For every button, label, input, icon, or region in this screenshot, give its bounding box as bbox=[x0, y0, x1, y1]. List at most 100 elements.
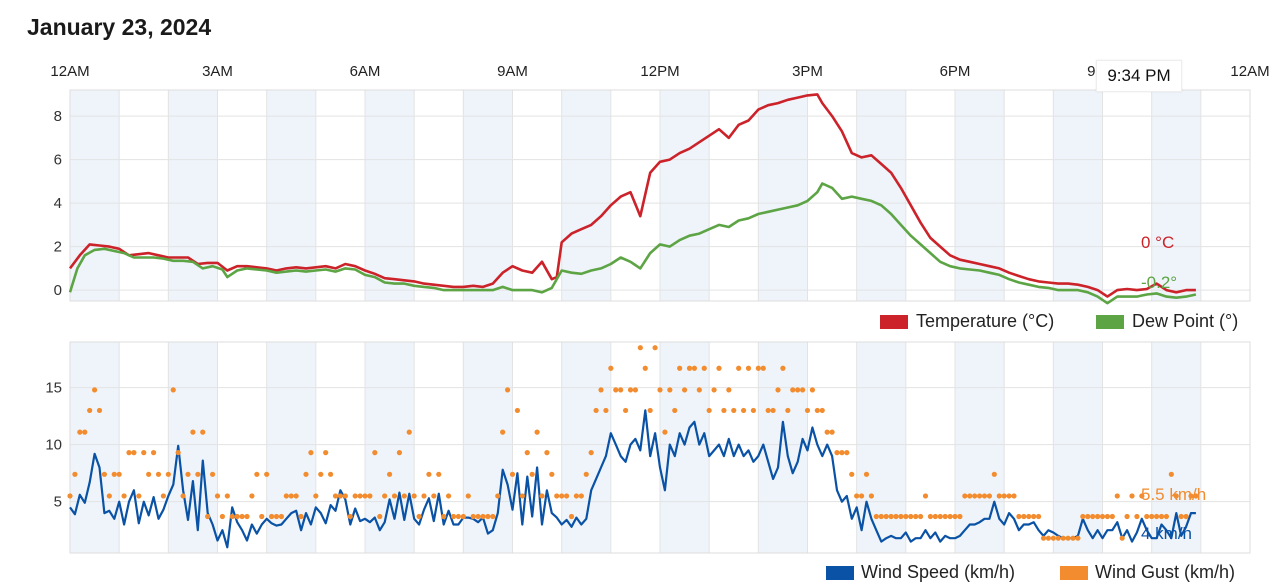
y-axis-ticks: 0 2 4 6 8 5 10 15 bbox=[45, 108, 62, 511]
legend-label: Temperature (°C) bbox=[916, 311, 1054, 331]
wind-gust-point bbox=[701, 365, 707, 371]
wind-gust-point bbox=[303, 471, 309, 477]
wind-gust-point bbox=[337, 493, 344, 499]
wind-gust-point bbox=[588, 450, 594, 456]
wind-gust-point bbox=[1144, 513, 1150, 520]
wind-gust-point bbox=[834, 450, 840, 456]
x-tick-label-8: 12AM bbox=[1230, 63, 1269, 80]
wind-gust-point bbox=[87, 407, 93, 414]
wind-gust-point bbox=[745, 365, 752, 371]
wind-gust-point bbox=[647, 407, 653, 414]
wind-gust-point bbox=[804, 407, 811, 414]
hour-shade bbox=[365, 90, 415, 301]
wind-gust-point bbox=[917, 513, 924, 520]
wind-gust-point bbox=[603, 407, 609, 414]
wind-gust-point bbox=[608, 365, 614, 371]
legend-label: Wind Speed (km/h) bbox=[861, 562, 1015, 582]
legend-item-temperature-c[interactable]: Temperature (°C) bbox=[880, 311, 1054, 331]
wind-gust-point bbox=[799, 387, 806, 393]
wind-gust-point bbox=[106, 493, 112, 499]
wind-gust-point bbox=[1178, 513, 1184, 520]
x-tick-label-5: 3PM bbox=[792, 63, 823, 80]
wind-gust-point bbox=[180, 493, 186, 499]
wind-gust-point bbox=[126, 450, 132, 456]
wind-gust-point bbox=[234, 513, 240, 520]
wind-gust-point bbox=[121, 493, 127, 499]
hour-shade bbox=[955, 342, 1005, 553]
y-tick-label: 15 bbox=[45, 380, 62, 397]
wind-gust-point bbox=[618, 387, 624, 393]
wind-gust-point bbox=[1129, 493, 1135, 499]
hour-shade bbox=[561, 342, 611, 553]
wind-gust-point bbox=[318, 471, 324, 477]
y-tick-label: 10 bbox=[45, 437, 62, 454]
wind-gust-point bbox=[1104, 513, 1111, 520]
wind-gust-point bbox=[160, 493, 167, 499]
wind-gust-point bbox=[490, 513, 496, 520]
wind-gust-point bbox=[622, 407, 629, 414]
wind-gust-point bbox=[662, 429, 668, 435]
x-tick-label-2: 6AM bbox=[350, 63, 381, 80]
wind-gust-point bbox=[598, 387, 604, 393]
wind-gust-point bbox=[72, 471, 78, 477]
wind-gust-point bbox=[455, 513, 462, 520]
wind-gust-point bbox=[642, 365, 648, 371]
wind-gust-point bbox=[898, 513, 904, 520]
wind-gust-point bbox=[470, 513, 476, 520]
wind-gust-point bbox=[795, 387, 801, 393]
wind-gust-point bbox=[239, 513, 245, 520]
wind-gust-point bbox=[863, 471, 870, 477]
legends[interactable]: Temperature (°C) Dew Point (°) Wind Speed … bbox=[826, 311, 1238, 582]
wind-gust-point bbox=[519, 493, 525, 499]
y-tick-label: 0 bbox=[54, 282, 62, 299]
wind-gust-point bbox=[878, 513, 884, 520]
wind-gust-point bbox=[637, 345, 643, 351]
wind-gust-point bbox=[1001, 493, 1007, 499]
wind-gust-point bbox=[495, 493, 501, 499]
legend-item-dew-point[interactable]: Dew Point (°) bbox=[1096, 311, 1238, 331]
legend-item-wind-gust-km-h[interactable]: Wind Gust (km/h) bbox=[1060, 562, 1235, 582]
wind-gust-point bbox=[1193, 493, 1199, 499]
wind-gust-point bbox=[205, 513, 211, 520]
wind-gust-point bbox=[1026, 513, 1032, 520]
wind-gust-point bbox=[342, 493, 348, 499]
wind-gust-point bbox=[996, 493, 1002, 499]
wind-gust-point bbox=[681, 387, 688, 393]
wind-gust-point bbox=[308, 450, 314, 456]
hour-shade bbox=[758, 342, 808, 553]
wind-gust-point bbox=[908, 513, 914, 520]
wind-gust-point bbox=[362, 493, 368, 499]
wind-gust-point bbox=[765, 407, 771, 414]
wind-gust-point bbox=[544, 450, 550, 456]
x-tick-label-1: 3AM bbox=[202, 63, 233, 80]
wind-gust-point bbox=[283, 493, 289, 499]
legend-item-wind-speed-km-h[interactable]: Wind Speed (km/h) bbox=[826, 562, 1015, 582]
wind-gust-point bbox=[706, 407, 712, 414]
wind-gust-point bbox=[770, 407, 776, 414]
wind-gust-point bbox=[913, 513, 919, 520]
wind-gust-point bbox=[249, 493, 255, 499]
wind-gust-point bbox=[1109, 513, 1115, 520]
wind-gust-point bbox=[711, 387, 717, 393]
wind-gust-point bbox=[224, 493, 230, 499]
wind-gust-point bbox=[775, 387, 781, 393]
hour-shade bbox=[660, 90, 710, 301]
wind-gust-point bbox=[367, 493, 373, 499]
wind-gust-point bbox=[416, 513, 422, 520]
wind-gust-point bbox=[824, 429, 830, 435]
wind-gust-point bbox=[357, 493, 363, 499]
wind-gust-point bbox=[740, 407, 747, 414]
wind-gust-point bbox=[293, 493, 299, 499]
wind-gust-point bbox=[922, 493, 929, 499]
wind-gust-point bbox=[947, 513, 953, 520]
y-tick-label: 4 bbox=[54, 195, 62, 212]
wind-gust-point bbox=[652, 345, 658, 351]
legend-swatch bbox=[880, 315, 908, 329]
wind-gust-point bbox=[200, 429, 206, 435]
wind-gust-point bbox=[583, 471, 589, 477]
wind-gust-point bbox=[136, 493, 142, 499]
wind-gust-point bbox=[716, 365, 722, 371]
wind-gust-point bbox=[790, 387, 796, 393]
wind-gust-point bbox=[927, 513, 934, 520]
